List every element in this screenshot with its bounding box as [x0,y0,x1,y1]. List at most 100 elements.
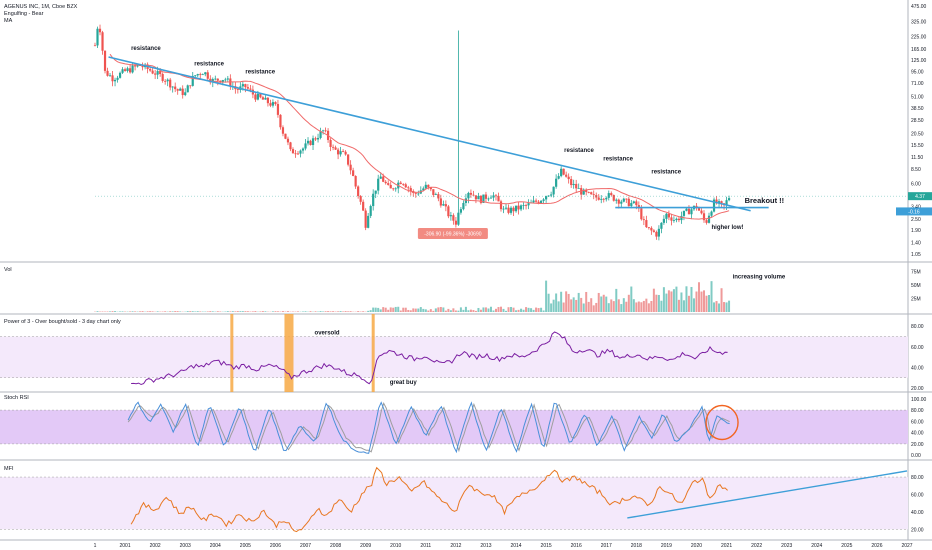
volume-bar [96,311,99,312]
volume-bar [286,311,289,312]
candle-body [557,176,560,179]
volume-bar [332,311,335,312]
candle-body [164,80,167,82]
candle-body [602,198,605,200]
last-price-badge-text: 4.37 [915,194,925,200]
price-axis-tick: 165.00 [911,47,927,53]
volume-bar [427,310,430,312]
candle-body [384,181,387,184]
volume-bar [695,291,698,312]
candle-body [404,184,407,188]
candle-body [660,222,663,229]
candle-body [121,69,124,73]
candle-body [106,70,109,76]
chart-title: AGENUS INC, 1M, Cboe BZX [4,4,78,10]
volume-bar [567,293,570,312]
candle-body [101,32,104,51]
volume-bar [494,308,497,312]
candle-body [289,142,292,150]
price-annotation: higher low! [712,225,744,231]
mfi-axis-tick: 40.00 [911,510,924,516]
volume-bar [697,282,700,312]
candle-body [266,97,270,104]
stoch-axis-tick: 100.00 [911,397,927,403]
candle-body [422,188,425,191]
volume-bar [487,308,490,312]
volume-bar [625,301,628,312]
volume-bar [632,299,635,312]
time-axis-tick: 2018 [631,543,642,549]
candle-body [204,72,207,75]
candle-body [715,199,718,204]
candle-body [462,202,465,210]
candle-body [128,68,132,73]
candle-body [276,104,280,115]
candle-body [434,194,437,195]
candle-body [585,189,588,193]
volume-bar [540,307,543,312]
candle-body [519,205,523,210]
volume-bar [216,311,219,312]
volume-bar [362,311,365,312]
volume-axis-tick: 75M [911,269,921,275]
volume-bar [121,311,124,312]
candle-body [427,184,430,188]
candle-body [116,77,119,80]
volume-bar [617,299,620,312]
candle-body [657,228,660,237]
volume-bar [397,306,400,312]
candle-body [214,78,217,80]
candle-body [141,65,144,68]
candle-body [389,184,392,189]
volume-bar [191,311,194,312]
volume-bar [682,300,685,312]
price-annotation: resistance [245,69,275,75]
candle-body [647,227,650,228]
candle-body [590,192,593,195]
volume-bar [424,309,427,312]
volume-bar [419,307,422,312]
candle-body [196,74,199,76]
candle-body [159,71,162,75]
time-axis-tick: 2002 [150,543,161,549]
volume-bar [484,307,487,312]
candle-body [407,187,410,189]
volume-bar [422,308,425,312]
candle-body [697,207,701,211]
candle-body [484,194,488,199]
candle-body [301,148,305,151]
candle-body [264,97,267,100]
candle-body [286,138,290,143]
candle-body [635,201,638,206]
volume-bar [149,311,152,312]
candle-body [382,176,385,182]
candle-body [552,186,555,195]
candle-body [126,68,129,71]
candle-body [504,207,508,209]
volume-bar [637,301,640,312]
oversold-highlight [371,314,375,392]
volume-bar [547,293,550,312]
volume-bar [349,311,352,312]
volume-bar [527,307,530,312]
power-of-3-line [131,331,728,386]
candle-body [171,86,174,88]
candle-body [467,192,470,199]
time-axis-tick: 2003 [180,543,191,549]
volume-bar [274,311,277,312]
volume-bar [231,311,234,312]
candle-body [241,84,244,87]
candle-body [682,210,686,216]
candle-body [184,92,187,96]
volume-bar [645,298,648,312]
volume-bar [605,296,608,312]
volume-bar [464,306,467,312]
candle-body [194,75,197,77]
candle-body [452,215,455,221]
candle-body [667,213,671,218]
candle-body [201,74,204,76]
power-of-3-pane-label: Power of 3 - Over bought/sold - 3 day ch… [4,319,121,325]
volume-bar [652,288,655,312]
volume-bar [552,299,555,312]
